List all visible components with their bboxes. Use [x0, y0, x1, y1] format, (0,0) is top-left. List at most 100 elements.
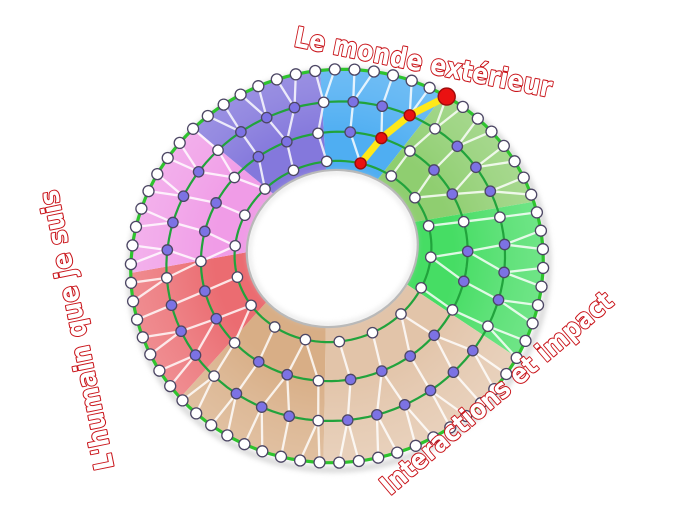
- mesh-node[interactable]: [177, 190, 190, 203]
- mesh-node[interactable]: [424, 384, 437, 397]
- mesh-node[interactable]: [212, 144, 224, 157]
- mesh-node[interactable]: [173, 136, 186, 150]
- mesh-node[interactable]: [460, 409, 473, 423]
- mesh-node[interactable]: [192, 165, 205, 178]
- mesh-node[interactable]: [245, 299, 257, 312]
- mesh-node[interactable]: [228, 171, 241, 184]
- mesh-node[interactable]: [198, 225, 211, 238]
- mesh-node[interactable]: [309, 64, 322, 78]
- mesh-node[interactable]: [347, 95, 360, 108]
- mesh-node[interactable]: [371, 408, 383, 421]
- mesh-node[interactable]: [536, 261, 550, 275]
- mesh-node[interactable]: [231, 271, 244, 283]
- mesh-node[interactable]: [208, 370, 220, 382]
- mesh-node[interactable]: [492, 294, 505, 306]
- mesh-node[interactable]: [366, 326, 379, 339]
- mesh-node[interactable]: [228, 336, 241, 349]
- mesh-node[interactable]: [424, 251, 437, 264]
- mesh-node[interactable]: [210, 312, 223, 325]
- mesh-node[interactable]: [190, 407, 203, 420]
- mesh-node[interactable]: [531, 298, 545, 312]
- mesh-node[interactable]: [270, 73, 283, 86]
- mesh-node[interactable]: [341, 414, 354, 426]
- mesh-node[interactable]: [205, 418, 218, 432]
- highlight-path[interactable]: [357, 93, 451, 167]
- mesh-node[interactable]: [534, 224, 548, 237]
- mesh-node[interactable]: [415, 281, 428, 294]
- mesh-node[interactable]: [457, 215, 470, 228]
- mesh-node[interactable]: [234, 88, 247, 101]
- mesh-node[interactable]: [130, 313, 144, 326]
- mesh-node[interactable]: [176, 394, 189, 407]
- mesh-node[interactable]: [136, 331, 149, 344]
- mesh-node[interactable]: [428, 329, 441, 342]
- mesh-node[interactable]: [446, 188, 459, 200]
- mesh-node[interactable]: [164, 379, 177, 393]
- mesh-node[interactable]: [252, 355, 265, 368]
- mesh-node[interactable]: [409, 439, 422, 452]
- mesh-node[interactable]: [526, 317, 539, 330]
- mesh-node[interactable]: [485, 125, 498, 138]
- mesh-node[interactable]: [129, 220, 143, 234]
- mesh-node[interactable]: [238, 209, 251, 222]
- mesh-node[interactable]: [201, 109, 214, 123]
- mesh-node[interactable]: [385, 170, 398, 182]
- mesh-node[interactable]: [333, 335, 346, 348]
- path-node[interactable]: [354, 157, 367, 170]
- mesh-node[interactable]: [500, 367, 513, 381]
- mesh-node[interactable]: [142, 184, 155, 198]
- mesh-node[interactable]: [446, 304, 459, 316]
- mesh-node[interactable]: [510, 351, 523, 365]
- mesh-node[interactable]: [348, 63, 361, 76]
- mesh-node[interactable]: [299, 333, 312, 346]
- mesh-node[interactable]: [517, 171, 530, 184]
- mesh-node[interactable]: [312, 127, 324, 140]
- mesh-node[interactable]: [482, 320, 494, 333]
- mesh-node[interactable]: [344, 373, 357, 386]
- mesh-node[interactable]: [422, 220, 435, 232]
- mesh-node[interactable]: [530, 206, 544, 219]
- mesh-node[interactable]: [375, 365, 388, 377]
- mesh-node[interactable]: [367, 65, 381, 78]
- mesh-node[interactable]: [372, 451, 385, 464]
- mesh-node[interactable]: [175, 325, 187, 338]
- mesh-node[interactable]: [395, 308, 407, 320]
- mesh-node[interactable]: [536, 243, 550, 256]
- mesh-node[interactable]: [494, 211, 506, 224]
- path-node[interactable]: [403, 109, 416, 122]
- mesh-node[interactable]: [252, 150, 265, 163]
- mesh-node[interactable]: [444, 421, 457, 434]
- mesh-node[interactable]: [160, 272, 173, 284]
- mesh-node[interactable]: [391, 446, 404, 459]
- mesh-node[interactable]: [255, 401, 268, 413]
- mesh-node[interactable]: [423, 81, 436, 94]
- mesh-node[interactable]: [167, 216, 179, 229]
- mesh-node[interactable]: [333, 456, 346, 469]
- mesh-node[interactable]: [161, 151, 174, 165]
- mesh-node[interactable]: [317, 96, 330, 109]
- path-start-node[interactable]: [437, 87, 456, 106]
- mesh-node[interactable]: [126, 295, 140, 308]
- mesh-node[interactable]: [268, 321, 281, 333]
- path-node[interactable]: [375, 131, 388, 145]
- mesh-node[interactable]: [281, 368, 294, 381]
- mesh-node[interactable]: [398, 398, 411, 411]
- mesh-node[interactable]: [470, 161, 482, 174]
- mesh-node[interactable]: [293, 454, 307, 467]
- mesh-node[interactable]: [497, 139, 510, 153]
- mesh-node[interactable]: [161, 244, 174, 256]
- mesh-node[interactable]: [124, 257, 138, 271]
- mesh-node[interactable]: [229, 239, 242, 252]
- mesh-node[interactable]: [126, 239, 139, 252]
- mesh-node[interactable]: [252, 80, 265, 93]
- mesh-node[interactable]: [519, 334, 532, 348]
- mesh-node[interactable]: [427, 431, 440, 444]
- mesh-node[interactable]: [498, 266, 510, 279]
- mesh-node[interactable]: [287, 164, 300, 177]
- mesh-node[interactable]: [376, 100, 389, 113]
- mesh-node[interactable]: [498, 238, 511, 251]
- mesh-node[interactable]: [210, 197, 222, 209]
- mesh-node[interactable]: [328, 63, 341, 76]
- mesh-node[interactable]: [428, 164, 440, 176]
- mesh-node[interactable]: [320, 155, 333, 168]
